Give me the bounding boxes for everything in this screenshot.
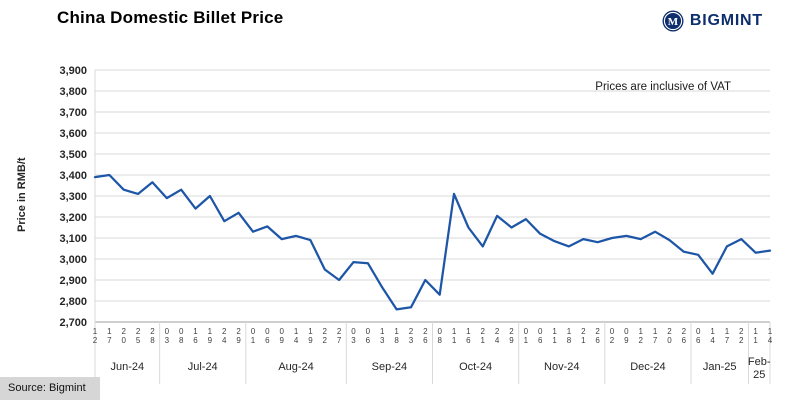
svg-text:19: 19 — [308, 327, 313, 345]
svg-text:26: 26 — [595, 327, 600, 345]
svg-text:Jul-24: Jul-24 — [188, 361, 218, 373]
svg-text:28: 28 — [150, 327, 155, 345]
svg-text:3,100: 3,100 — [59, 233, 87, 245]
svg-text:06: 06 — [366, 327, 371, 345]
svg-text:Sep-24: Sep-24 — [372, 361, 407, 373]
svg-text:12: 12 — [93, 327, 98, 345]
svg-text:Aug-24: Aug-24 — [278, 361, 313, 373]
svg-text:06: 06 — [696, 327, 701, 345]
svg-text:3,800: 3,800 — [59, 86, 87, 98]
svg-text:M: M — [668, 16, 679, 28]
svg-text:06: 06 — [538, 327, 543, 345]
svg-text:18: 18 — [394, 327, 399, 345]
svg-text:3,200: 3,200 — [59, 212, 87, 224]
svg-text:2,700: 2,700 — [59, 317, 87, 329]
svg-text:11: 11 — [552, 327, 557, 345]
svg-text:24: 24 — [222, 327, 227, 345]
svg-text:23: 23 — [409, 327, 414, 345]
brand-name: BIGMINT — [689, 12, 763, 29]
svg-text:2,800: 2,800 — [59, 296, 87, 308]
svg-text:01: 01 — [524, 327, 529, 345]
svg-text:3,900: 3,900 — [59, 65, 87, 77]
svg-text:Feb-25: Feb-25 — [748, 356, 771, 381]
svg-text:3,500: 3,500 — [59, 149, 87, 161]
svg-text:3,700: 3,700 — [59, 107, 87, 119]
svg-text:Jun-24: Jun-24 — [110, 361, 144, 373]
svg-text:16: 16 — [193, 327, 198, 345]
source-label: Source: Bigmint — [0, 377, 100, 400]
svg-text:18: 18 — [567, 327, 572, 345]
brand-logo: M BIGMINT — [662, 10, 763, 32]
svg-text:19: 19 — [208, 327, 213, 345]
month-separators — [94, 322, 771, 384]
svg-text:11: 11 — [452, 327, 457, 345]
svg-text:24: 24 — [495, 327, 500, 345]
svg-text:11: 11 — [753, 327, 758, 345]
svg-text:2,900: 2,900 — [59, 275, 87, 287]
svg-text:3,600: 3,600 — [59, 128, 87, 140]
svg-text:22: 22 — [323, 327, 328, 345]
svg-text:16: 16 — [466, 327, 471, 345]
svg-text:02: 02 — [610, 327, 615, 345]
bigmint-icon: M — [662, 10, 684, 32]
svg-text:Nov-24: Nov-24 — [544, 361, 579, 373]
x-axis-date-labels: 1 2 1 7 2 0 2 5 2 8 0 3 0 8 1 6 1 9 2 4 2 9 0 1 0 6 0 9 1 4 1 9 2 2 2 7 0 3 0 6… — [93, 327, 773, 345]
svg-text:08: 08 — [437, 327, 442, 345]
svg-text:03: 03 — [165, 327, 170, 345]
svg-text:17: 17 — [653, 327, 658, 345]
x-axis-month-labels: Jun-24 Jul-24 Aug-24 Sep-24 Oct-24 Nov-24 Dec-… — [110, 356, 770, 381]
svg-text:3,400: 3,400 — [59, 170, 87, 182]
svg-text:09: 09 — [624, 327, 629, 345]
svg-text:26: 26 — [423, 327, 428, 345]
svg-text:3,300: 3,300 — [59, 191, 87, 203]
svg-text:20: 20 — [667, 327, 672, 345]
svg-text:12: 12 — [639, 327, 644, 345]
svg-text:13: 13 — [380, 327, 385, 345]
chart-title: China Domestic Billet Price — [57, 8, 284, 27]
svg-text:Jan-25: Jan-25 — [703, 361, 737, 373]
y-axis-labels: 2,700 2,800 2,900 3,000 3,100 3,200 3,300 3,400… — [59, 65, 87, 329]
svg-text:29: 29 — [236, 327, 241, 345]
svg-text:17: 17 — [107, 327, 112, 345]
svg-text:21: 21 — [481, 327, 486, 345]
svg-text:Dec-24: Dec-24 — [630, 361, 665, 373]
svg-text:3,000: 3,000 — [59, 254, 87, 266]
svg-text:22: 22 — [739, 327, 744, 345]
svg-text:29: 29 — [509, 327, 514, 345]
svg-text:01: 01 — [251, 327, 256, 345]
vat-annotation: Prices are inclusive of VAT — [595, 81, 731, 93]
svg-text:03: 03 — [351, 327, 356, 345]
svg-text:Oct-24: Oct-24 — [459, 361, 492, 373]
svg-text:09: 09 — [279, 327, 284, 345]
svg-text:27: 27 — [337, 327, 342, 345]
svg-text:21: 21 — [581, 327, 586, 345]
price-line — [93, 173, 772, 311]
svg-text:06: 06 — [265, 327, 270, 345]
svg-text:08: 08 — [179, 327, 184, 345]
svg-text:14: 14 — [768, 327, 773, 345]
svg-text:14: 14 — [294, 327, 299, 345]
svg-text:17: 17 — [725, 327, 730, 345]
svg-text:14: 14 — [710, 327, 715, 345]
svg-text:25: 25 — [136, 327, 141, 345]
svg-text:20: 20 — [121, 327, 126, 345]
svg-text:26: 26 — [682, 327, 687, 345]
gridlines — [94, 69, 770, 323]
